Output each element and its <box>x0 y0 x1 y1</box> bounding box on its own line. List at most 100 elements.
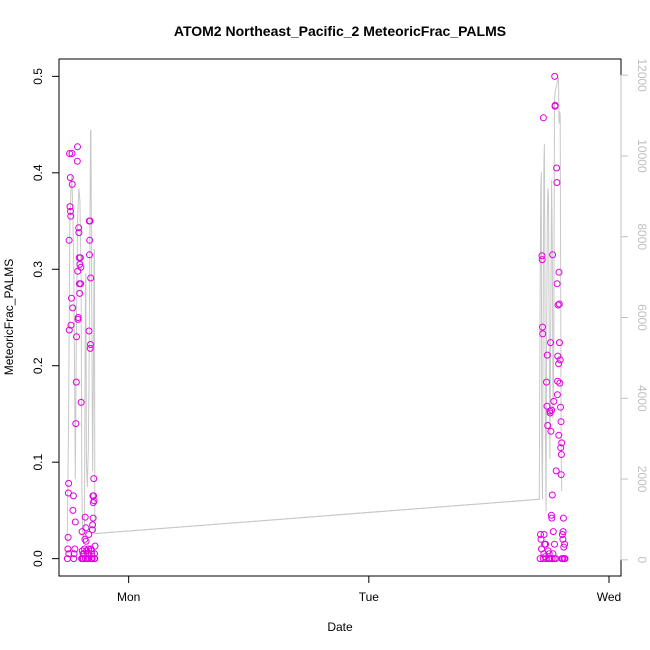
data-point-81 <box>90 497 98 505</box>
data-point-26 <box>73 333 80 341</box>
data-point-61 <box>85 327 93 335</box>
data-point-144 <box>557 471 565 479</box>
data-point-155 <box>561 555 569 563</box>
data-point-131 <box>554 377 562 385</box>
data-point-63 <box>86 251 93 259</box>
y-right-tick-label: 6000 <box>635 304 649 331</box>
y-left-tick-label: 0.4 <box>31 164 45 181</box>
data-point-2 <box>64 533 72 541</box>
data-point-113 <box>547 427 555 435</box>
data-point-152 <box>560 543 568 551</box>
data-point-31 <box>74 314 82 321</box>
y-left-tick-label: 0.2 <box>31 357 45 374</box>
y-right-tick-label: 12000 <box>635 58 649 92</box>
data-point-93 <box>539 330 547 338</box>
x-tick-label: Tue <box>359 590 380 604</box>
data-point-64 <box>86 236 94 244</box>
data-point-29 <box>74 267 82 275</box>
altitude-line-1 <box>66 77 563 544</box>
data-point-32 <box>75 224 83 232</box>
y-right-tick-label: 10000 <box>635 139 649 173</box>
data-point-92 <box>539 323 546 331</box>
x-axis-label: Date <box>327 620 353 634</box>
data-point-19 <box>69 492 77 500</box>
data-point-88 <box>537 535 545 543</box>
data-point-125 <box>551 101 559 109</box>
x-tick-label: Mon <box>117 590 140 604</box>
data-point-40 <box>77 263 85 271</box>
data-point-18 <box>69 506 77 514</box>
data-point-15 <box>68 150 76 157</box>
data-point-132 <box>554 352 562 360</box>
data-point-114 <box>547 511 555 519</box>
y-left-tick-label: 0.3 <box>31 261 45 278</box>
data-point-47 <box>80 555 87 563</box>
data-point-27 <box>73 157 81 165</box>
data-point-128 <box>553 164 561 172</box>
data-point-87 <box>537 531 544 538</box>
y-axis-label: MeteoricFrac_PALMS <box>2 259 16 375</box>
y-left-tick-label: 0.1 <box>31 454 45 471</box>
data-point-24 <box>72 420 80 428</box>
data-point-90 <box>538 252 546 260</box>
data-point-79 <box>90 492 98 500</box>
y-right-tick-label: 0 <box>635 557 649 564</box>
data-point-139 <box>556 379 564 387</box>
data-point-8 <box>66 150 74 157</box>
data-point-11 <box>67 207 74 215</box>
data-point-127 <box>552 467 560 475</box>
data-point-10 <box>66 174 74 182</box>
data-point-134 <box>555 360 563 368</box>
data-point-80 <box>90 475 98 483</box>
data-point-66 <box>86 344 94 352</box>
plot-area-frame <box>58 58 622 577</box>
y-left-tick-label: 0.5 <box>31 68 45 85</box>
data-point-115 <box>548 514 556 522</box>
data-point-105 <box>544 422 552 429</box>
altitude-line-2 <box>94 498 539 535</box>
data-point-20 <box>70 555 78 563</box>
data-point-54 <box>82 537 90 545</box>
data-point-117 <box>548 491 556 499</box>
data-point-53 <box>82 524 90 532</box>
data-point-12 <box>67 212 75 220</box>
data-point-95 <box>539 114 547 122</box>
data-point-140 <box>556 356 564 364</box>
data-point-39 <box>77 280 85 288</box>
data-point-68 <box>87 274 95 282</box>
data-point-158 <box>553 391 561 399</box>
y-right-tick-label: 2000 <box>635 466 649 493</box>
data-point-85 <box>91 542 99 550</box>
data-point-5 <box>65 550 73 558</box>
data-point-3 <box>64 489 72 497</box>
data-point-116 <box>548 555 556 563</box>
data-point-83 <box>91 550 98 558</box>
y-axis-left: 0.0 0.1 0.2 0.3 0.4 0.5 <box>31 68 60 567</box>
data-point-43 <box>78 528 86 536</box>
data-point-104 <box>543 351 551 359</box>
data-point-150 <box>559 528 567 536</box>
data-point-100 <box>542 540 550 548</box>
data-point-6 <box>65 236 73 244</box>
data-point-129 <box>553 179 561 186</box>
x-tick-label: Wed <box>597 590 621 604</box>
data-point-51 <box>81 513 89 521</box>
y-left-tick-label: 0.0 <box>31 550 45 567</box>
chart-title: ATOM2 Northeast_Pacific_2 MeteoricFrac_P… <box>174 23 506 39</box>
data-point-141 <box>557 403 564 411</box>
data-point-67 <box>87 341 94 348</box>
data-point-156 <box>551 72 559 80</box>
data-point-65 <box>86 217 94 225</box>
data-point-75 <box>89 521 97 529</box>
data-point-91 <box>538 256 546 264</box>
data-point-97 <box>540 531 548 538</box>
data-point-21 <box>70 550 78 558</box>
data-point-118 <box>549 251 557 259</box>
x-axis: Mon Tue Wed <box>117 575 621 604</box>
data-point-121 <box>550 397 558 405</box>
data-point-147 <box>558 531 566 538</box>
data-point-135 <box>555 431 563 439</box>
data-point-151 <box>559 514 567 522</box>
data-point-145 <box>557 451 565 458</box>
